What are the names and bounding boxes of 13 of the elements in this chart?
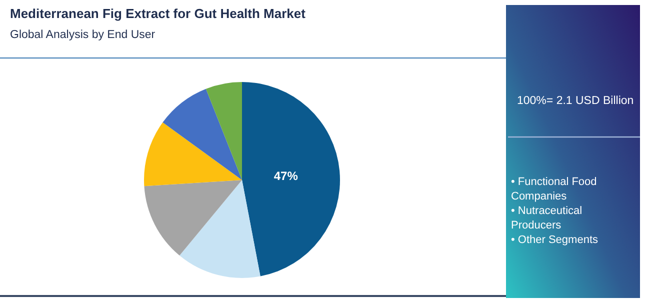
text: • Functional Food Companies [511,176,597,202]
pie-slice [206,82,242,180]
pie-slice [162,88,242,180]
pie-slice [144,180,242,256]
text: 100%= 2.1 USD Billion [517,95,634,107]
chart-title: Mediterranean Fig Extract for Gut Health Market [10,6,306,21]
data-label: 47% [274,168,298,183]
text: • Nutraceutical Producers [511,205,582,232]
pie-slice [144,122,242,186]
chart-subtitle: Global Analysis by End User [10,29,156,41]
text: • Other Segments [511,234,598,246]
pie-slice [180,180,260,278]
pie-slice [242,82,340,276]
